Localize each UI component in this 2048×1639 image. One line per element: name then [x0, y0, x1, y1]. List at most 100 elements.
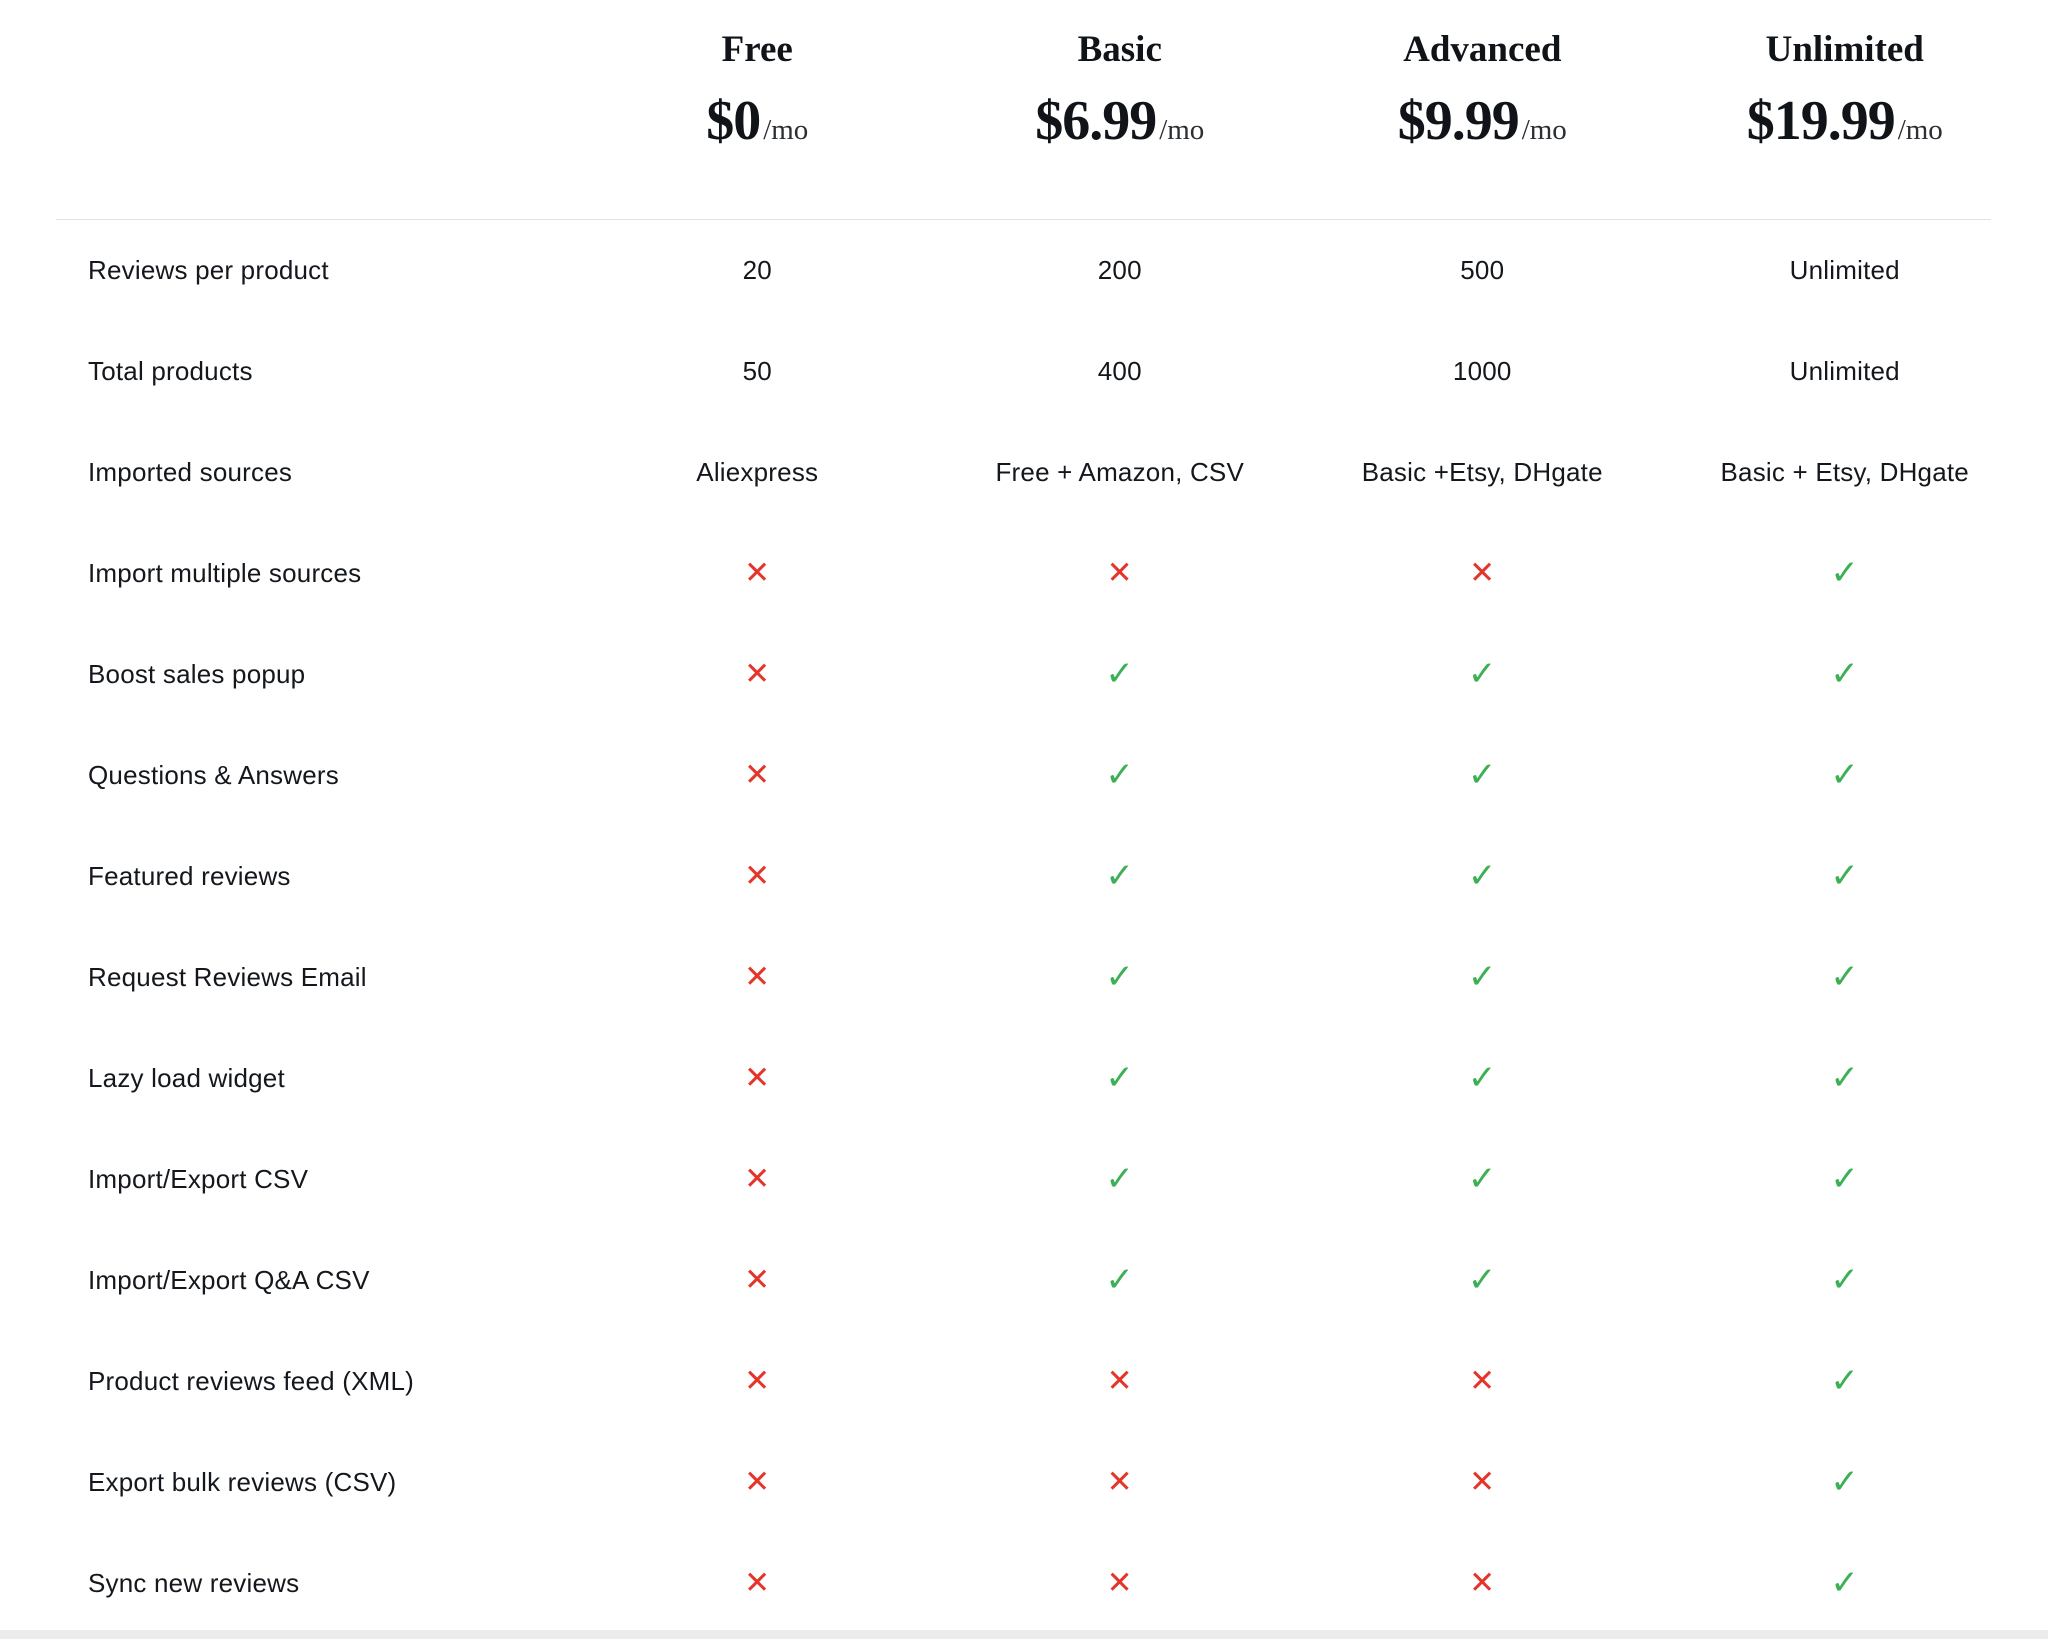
feature-cell: ✕ — [939, 1362, 1302, 1399]
feature-row: Sync new reviews ✕ ✕ ✕ ✓ — [0, 1533, 2026, 1634]
feature-cell: ✕ — [576, 1062, 939, 1095]
feature-label: Import/Export Q&A CSV — [88, 1265, 370, 1295]
feature-cell: ✓ — [1664, 556, 2027, 591]
feature-value: Basic +Etsy, DHgate — [1361, 457, 1603, 487]
check-icon: ✓ — [1105, 1159, 1135, 1199]
check-icon: ✓ — [1830, 553, 1860, 593]
feature-row: Lazy load widget ✕ ✓ ✓ ✓ — [0, 1028, 2026, 1129]
price-amount: $19.99 — [1746, 90, 1896, 152]
feature-label: Imported sources — [88, 457, 293, 487]
x-icon: ✕ — [1469, 1564, 1496, 1601]
feature-cell: ✕ — [576, 759, 939, 792]
feature-cell: ✕ — [576, 1264, 939, 1297]
feature-cell: ✓ — [1664, 657, 2027, 692]
feature-row: Total products 50 400 1000 Unlimited — [0, 321, 2026, 422]
check-icon: ✓ — [1467, 654, 1497, 694]
plan-header-free: Free $0/mo — [576, 28, 939, 153]
feature-row: Questions & Answers ✕ ✓ ✓ ✓ — [0, 725, 2026, 826]
feature-cell: ✓ — [939, 657, 1302, 692]
feature-cell: ✓ — [1664, 859, 2027, 894]
feature-label: Sync new reviews — [88, 1568, 300, 1598]
x-icon: ✕ — [1106, 1362, 1133, 1399]
price-period: /mo — [763, 114, 809, 146]
feature-cell: ✕ — [576, 1365, 939, 1398]
feature-cell: ✓ — [939, 1263, 1302, 1298]
feature-cell: ✓ — [1301, 1061, 1664, 1096]
feature-cell: ✓ — [1301, 1162, 1664, 1197]
check-icon: ✓ — [1105, 654, 1135, 694]
feature-row: Request Reviews Email ✕ ✓ ✓ ✓ — [0, 927, 2026, 1028]
feature-row: Product reviews feed (XML) ✕ ✕ ✕ ✓ — [0, 1331, 2026, 1432]
feature-cell: ✓ — [939, 1061, 1302, 1096]
feature-cell: ✕ — [939, 1564, 1302, 1601]
feature-value: 400 — [1097, 356, 1142, 386]
feature-row: Import/Export CSV ✕ ✓ ✓ ✓ — [0, 1129, 2026, 1230]
feature-cell: ✓ — [1664, 1162, 2027, 1197]
check-icon: ✓ — [1467, 1058, 1497, 1098]
x-icon: ✕ — [1469, 1463, 1496, 1500]
check-icon: ✓ — [1830, 1159, 1860, 1199]
feature-label: Total products — [88, 356, 253, 386]
plan-name: Advanced — [1403, 29, 1562, 70]
feature-cell: ✕ — [939, 554, 1302, 591]
feature-cell: ✓ — [939, 758, 1302, 793]
check-icon: ✓ — [1830, 957, 1860, 997]
feature-cell: ✕ — [1301, 557, 1664, 590]
feature-cell: ✕ — [1301, 1564, 1664, 1601]
feature-cell: ✓ — [939, 1162, 1302, 1197]
bottom-section-edge — [0, 1630, 2048, 1639]
x-icon: ✕ — [744, 554, 771, 591]
x-icon: ✕ — [1106, 554, 1133, 591]
feature-label: Lazy load widget — [88, 1063, 285, 1093]
feature-label: Request Reviews Email — [88, 962, 367, 992]
plan-header-advanced: Advanced $9.99/mo — [1301, 28, 1664, 153]
check-icon: ✓ — [1830, 1058, 1860, 1098]
feature-cell: ✕ — [576, 554, 939, 591]
feature-cell: ✓ — [1301, 859, 1664, 894]
check-icon: ✓ — [1467, 1159, 1497, 1199]
feature-row: Featured reviews ✕ ✓ ✓ ✓ — [0, 826, 2026, 927]
feature-row: Export bulk reviews (CSV) ✕ ✕ ✕ ✓ — [0, 1432, 2026, 1533]
feature-cell: ✓ — [1664, 1263, 2027, 1298]
feature-cell: ✓ — [1664, 758, 2027, 793]
plan-price: $0/mo — [576, 89, 939, 153]
check-icon: ✓ — [1467, 755, 1497, 795]
price-amount: $9.99 — [1397, 90, 1520, 152]
feature-cell: ✓ — [1301, 758, 1664, 793]
feature-value: Basic + Etsy, DHgate — [1720, 457, 1969, 487]
check-icon: ✓ — [1830, 1462, 1860, 1502]
x-icon: ✕ — [1106, 1564, 1133, 1601]
feature-row: Imported sources Aliexpress Free + Amazon,… — [0, 422, 2026, 523]
check-icon: ✓ — [1830, 856, 1860, 896]
feature-value: 1000 — [1452, 356, 1512, 386]
check-icon: ✓ — [1830, 1563, 1860, 1603]
feature-cell: ✓ — [1664, 960, 2027, 995]
feature-row: Import multiple sources ✕ ✕ ✕ ✓ — [0, 523, 2026, 624]
feature-row: Import/Export Q&A CSV ✕ ✓ ✓ ✓ — [0, 1230, 2026, 1331]
feature-cell: ✕ — [576, 958, 939, 995]
feature-cell: ✕ — [939, 1466, 1302, 1499]
x-icon: ✕ — [744, 1463, 771, 1500]
feature-cell: ✕ — [576, 1163, 939, 1196]
check-icon: ✓ — [1830, 1361, 1860, 1401]
feature-cell: ✓ — [939, 960, 1302, 995]
feature-label: Product reviews feed (XML) — [88, 1366, 414, 1396]
feature-cell: ✕ — [576, 1567, 939, 1600]
price-period: /mo — [1897, 114, 1943, 146]
plan-price: $9.99/mo — [1301, 89, 1664, 153]
feature-value: Unlimited — [1789, 356, 1900, 386]
feature-cell: ✓ — [1664, 1364, 2027, 1399]
feature-cell: ✕ — [576, 857, 939, 894]
price-amount: $6.99 — [1035, 90, 1157, 152]
check-icon: ✓ — [1105, 856, 1135, 896]
feature-label: Questions & Answers — [88, 760, 339, 790]
feature-rows: Reviews per product 20 200 500 Unlimited Tota… — [0, 220, 2026, 1634]
x-icon: ✕ — [744, 857, 771, 894]
plan-price: $19.99/mo — [1664, 89, 2027, 153]
check-icon: ✓ — [1467, 856, 1497, 896]
feature-cell: ✓ — [939, 859, 1302, 894]
check-icon: ✓ — [1467, 957, 1497, 997]
feature-row: Reviews per product 20 200 500 Unlimited — [0, 220, 2026, 321]
x-icon: ✕ — [744, 958, 771, 995]
